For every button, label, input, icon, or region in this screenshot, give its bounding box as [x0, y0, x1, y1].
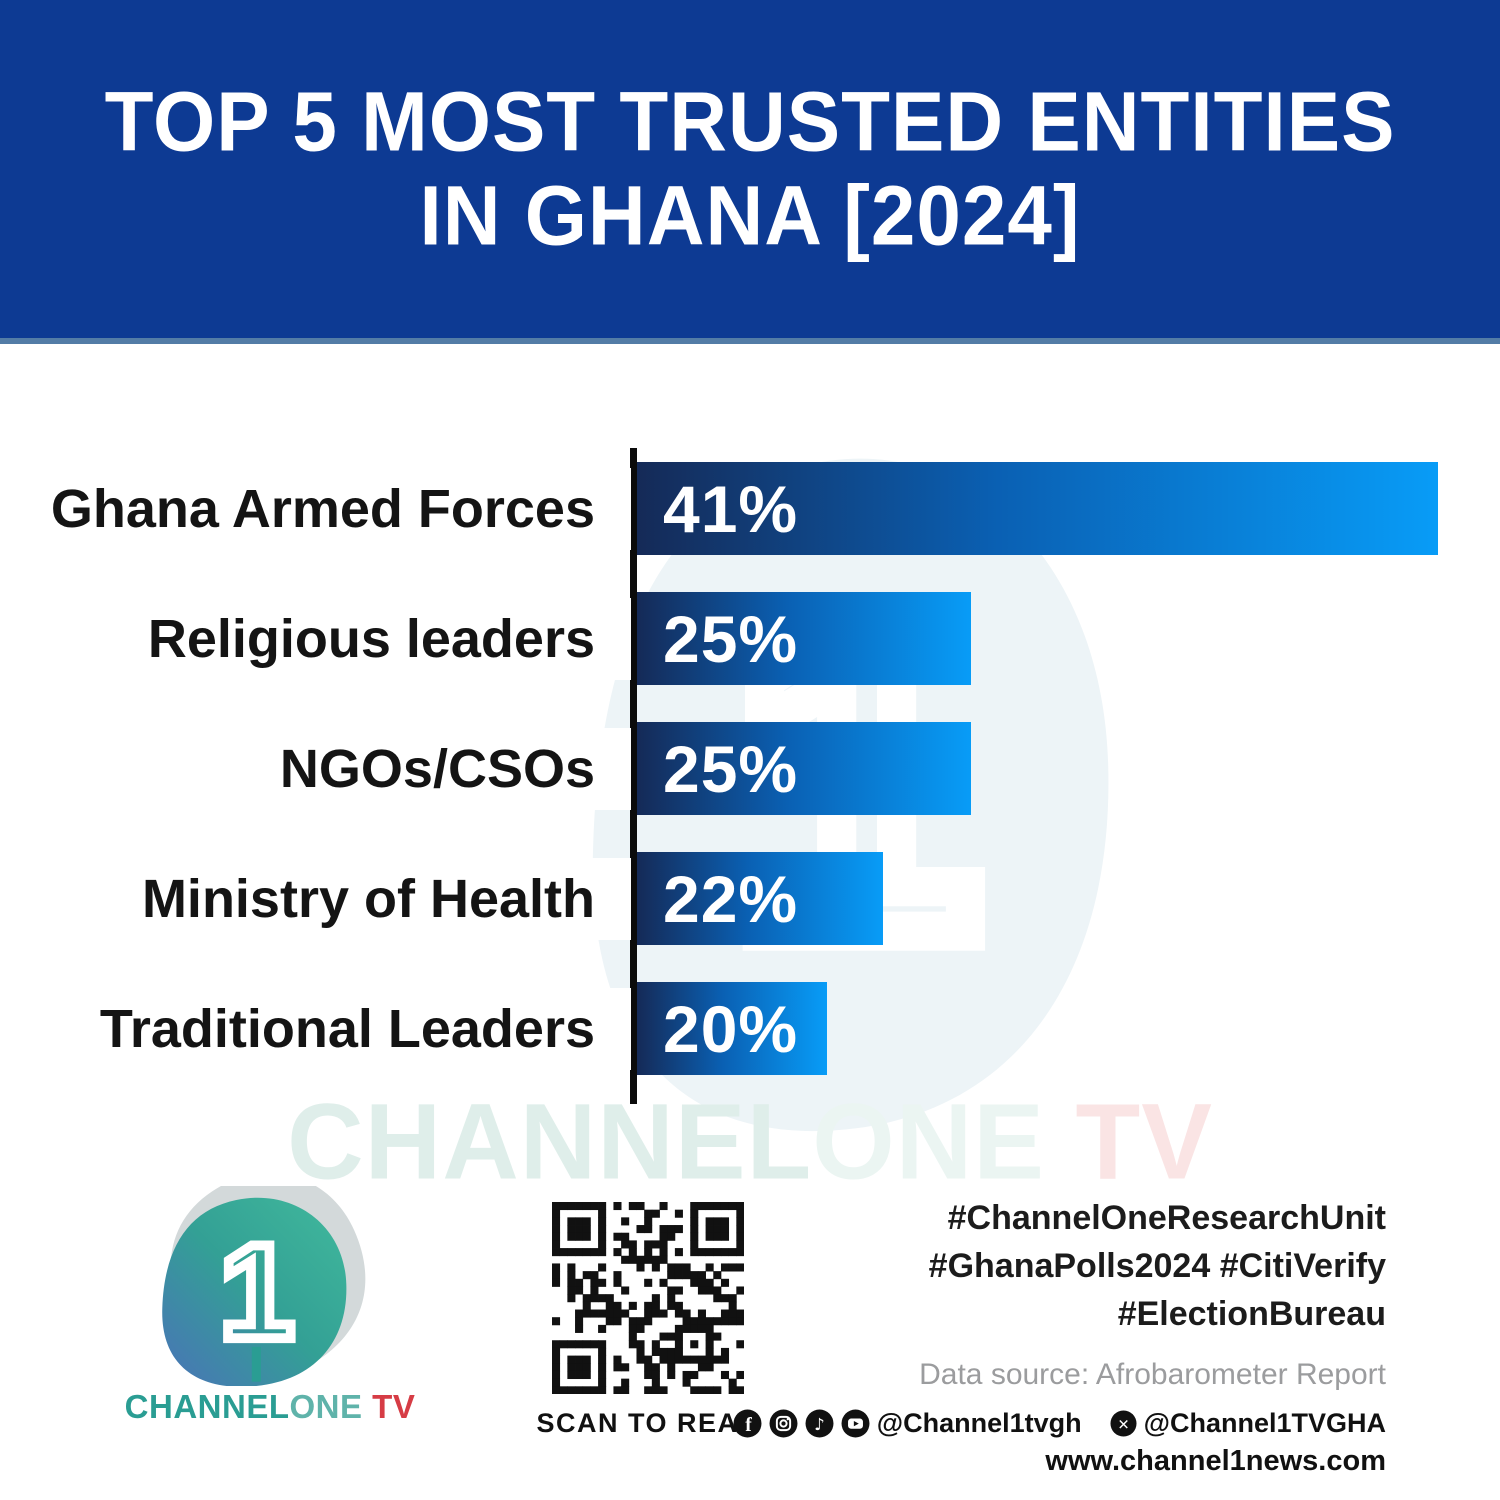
qr-code	[552, 1202, 744, 1394]
watermark-tv: TV	[1045, 1081, 1213, 1203]
bar-row: Ministry of Health 22%	[0, 852, 1500, 945]
bar-value-label: 22%	[663, 861, 799, 936]
bar-value-label: 25%	[663, 731, 799, 806]
hashtag-line-3: #ElectionBureau	[1117, 1295, 1386, 1333]
x-twitter-icon: ✕	[1110, 1410, 1137, 1437]
youtube-icon	[841, 1409, 870, 1438]
page-title-line1: TOP 5 MOST TRUSTED ENTITIES	[104, 74, 1396, 169]
page-title-line2: IN GHANA [2024]	[419, 168, 1081, 263]
logo-wordmark: CHANNELONE TV	[120, 1388, 420, 1426]
bar-row: NGOs/CSOs 25%	[0, 722, 1500, 815]
bar: 25%	[637, 592, 971, 685]
bar-row: Ghana Armed Forces 41%	[0, 462, 1500, 555]
bar-category-label: Ghana Armed Forces	[0, 462, 631, 555]
header-banner: TOP 5 MOST TRUSTED ENTITIES IN GHANA [20…	[0, 0, 1500, 344]
social-handle-primary: @Channel1tvgh	[876, 1408, 1082, 1438]
tiktok-icon: ♪	[805, 1409, 834, 1438]
svg-text:✕: ✕	[1117, 1417, 1129, 1433]
bar-row: Religious leaders 25%	[0, 592, 1500, 685]
wordmark-one: ONE	[289, 1388, 363, 1425]
logo-digit-1: 1	[220, 1216, 295, 1367]
watermark-channel: CHANNEL	[287, 1081, 813, 1203]
logo-digit-stem	[251, 1346, 261, 1382]
bar: 41%	[637, 462, 1438, 555]
bar-category-label: Ministry of Health	[0, 852, 631, 945]
bar-value-label: 20%	[663, 991, 799, 1066]
bar-value-label: 25%	[663, 601, 799, 676]
bar-category-label: Traditional Leaders	[0, 982, 631, 1075]
facebook-icon: f	[733, 1409, 762, 1438]
footer-info-column: #ChannelOneResearchUnit #GhanaPolls2024 …	[733, 1194, 1386, 1478]
hashtag-line-2: #GhanaPolls2024 #CitiVerify	[928, 1247, 1386, 1285]
svg-text:f: f	[745, 1414, 752, 1436]
bar-category-label: NGOs/CSOs	[0, 722, 631, 815]
qr-caption: SCAN TO READ	[536, 1408, 760, 1438]
svg-text:♪: ♪	[814, 1415, 825, 1434]
watermark-one: ONE	[812, 1081, 1045, 1203]
wordmark-channel: CHANNEL	[124, 1388, 290, 1425]
bar: 25%	[637, 722, 971, 815]
bar: 20%	[637, 982, 827, 1075]
bar-category-label: Religious leaders	[0, 592, 631, 685]
instagram-icon	[769, 1409, 798, 1438]
brand-watermark-text: CHANNELONE TV	[0, 1081, 1500, 1204]
bar-row: Traditional Leaders 20%	[0, 982, 1500, 1075]
logo-pebble	[162, 1197, 347, 1386]
chart-axis-line	[630, 448, 637, 1104]
channel-one-logo: 1	[162, 1186, 366, 1386]
wordmark-tv: TV	[362, 1388, 416, 1425]
bar-value-label: 41%	[663, 471, 799, 546]
website-url: www.channel1news.com	[1045, 1445, 1386, 1477]
bar: 22%	[637, 852, 883, 945]
data-source-note: Data source: Afrobarometer Report	[919, 1358, 1386, 1391]
social-row: f ♪ @Channel1tvgh ✕ @	[733, 1408, 1386, 1439]
social-handle-x: @Channel1TVGHA	[1143, 1408, 1386, 1438]
hashtag-line-1: #ChannelOneResearchUnit	[947, 1199, 1386, 1237]
